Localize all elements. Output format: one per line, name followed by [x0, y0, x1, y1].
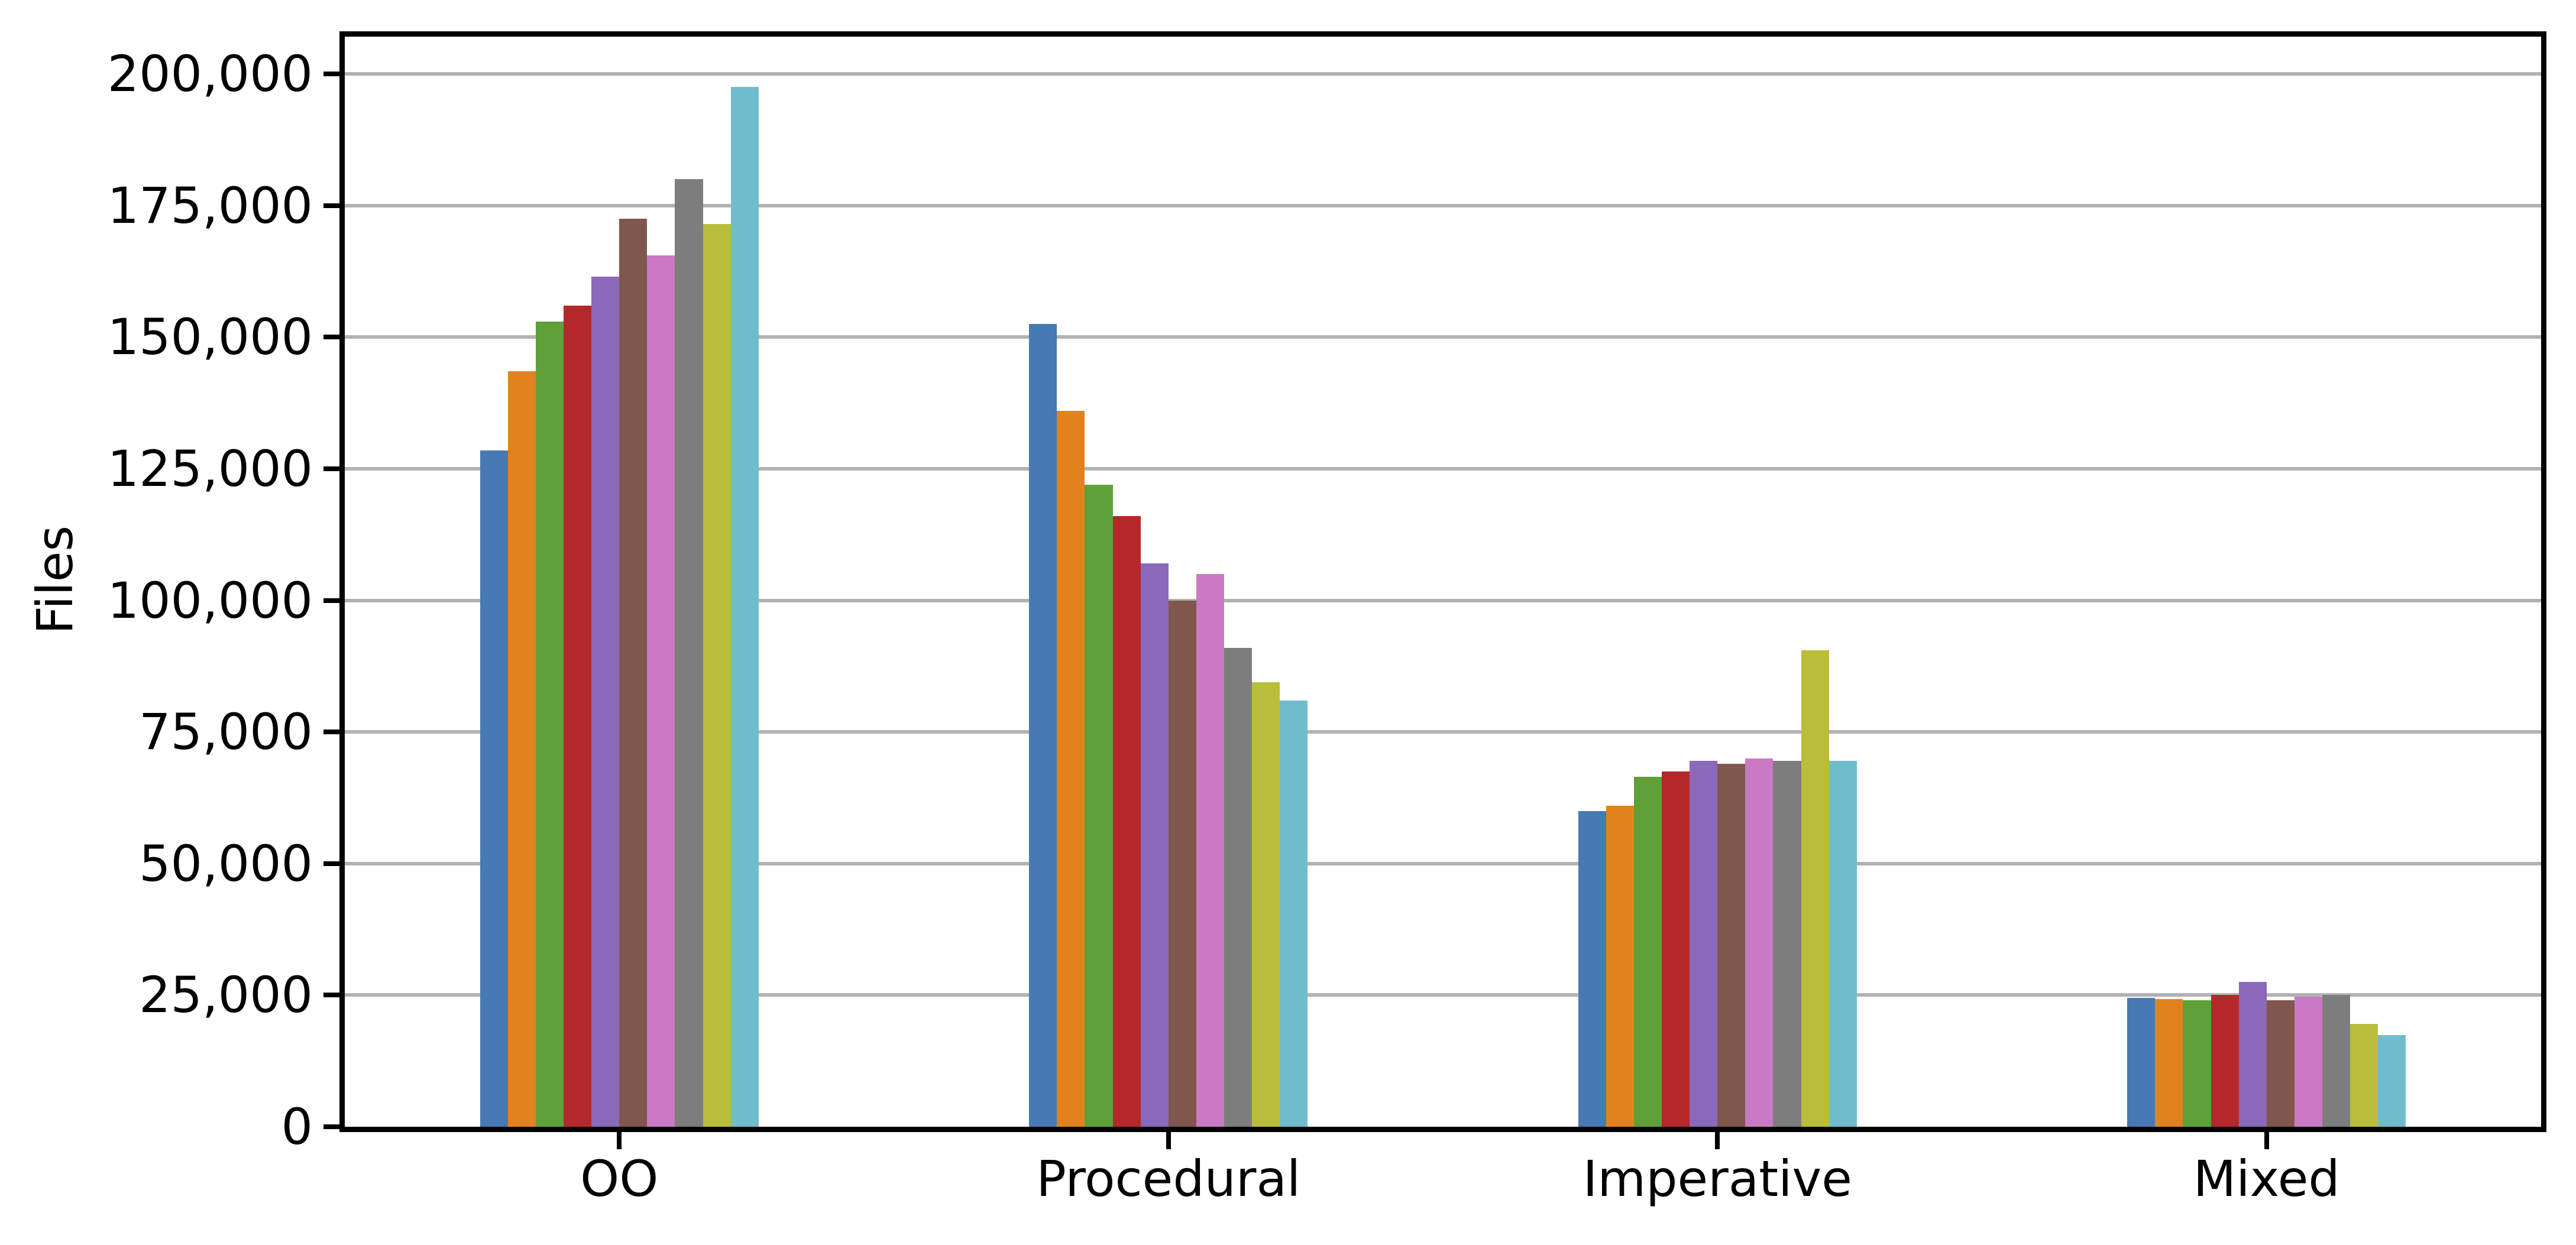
y-tick-label: 125,000: [107, 439, 313, 498]
bar: [564, 305, 592, 1127]
y-tick-mark: [323, 598, 339, 603]
bar: [1633, 776, 1662, 1127]
bar: [703, 223, 731, 1127]
bar: [1196, 573, 1224, 1127]
y-tick-label: 100,000: [107, 571, 313, 630]
gridline: [345, 598, 2541, 602]
bar: [1168, 600, 1196, 1127]
bar: [1280, 700, 1308, 1127]
gridline: [345, 203, 2541, 208]
bar: [2294, 997, 2322, 1127]
x-tick-mark: [1715, 1132, 1720, 1149]
plot-frame: [339, 31, 2546, 1132]
bar: [1773, 761, 1801, 1127]
y-tick-mark: [323, 861, 339, 866]
bar: [2322, 995, 2351, 1127]
x-tick-mark: [617, 1132, 622, 1149]
y-tick-label: 0: [281, 1098, 313, 1156]
bar: [1606, 805, 1634, 1127]
bar: [2211, 995, 2239, 1127]
bar: [2266, 1000, 2295, 1127]
bar: [619, 218, 648, 1127]
bar: [1029, 323, 1057, 1127]
gridline: [345, 993, 2541, 997]
bar: [730, 87, 759, 1127]
y-tick-mark: [323, 335, 339, 340]
gridline: [345, 466, 2541, 471]
x-tick-mark: [1166, 1132, 1171, 1149]
bar: [647, 255, 675, 1127]
bar: [1578, 810, 1606, 1127]
bar: [1829, 761, 1857, 1127]
bar: [535, 321, 564, 1127]
bar: [2155, 998, 2183, 1127]
x-tick-label: Imperative: [1583, 1150, 1852, 1208]
bar: [1224, 647, 1253, 1127]
y-tick-mark: [323, 730, 339, 735]
x-tick-label: Mixed: [2193, 1150, 2340, 1208]
y-tick-mark: [323, 1124, 339, 1129]
bar: [2378, 1035, 2406, 1127]
y-tick-label: 200,000: [107, 45, 313, 103]
gridline: [345, 335, 2541, 339]
bar: [591, 276, 620, 1127]
y-tick-mark: [323, 203, 339, 208]
x-tick-mark: [2264, 1132, 2269, 1149]
bar: [1252, 682, 1280, 1127]
bar: [2127, 997, 2156, 1127]
bar: [1745, 758, 1774, 1127]
bar: [1112, 516, 1141, 1127]
y-tick-label: 25,000: [139, 966, 313, 1024]
bar: [1140, 563, 1169, 1127]
bar: [480, 450, 508, 1127]
y-tick-mark: [323, 466, 339, 471]
gridline: [345, 861, 2541, 865]
bar: [1690, 761, 1718, 1127]
y-tick-mark: [323, 72, 339, 76]
gridline: [345, 730, 2541, 734]
bar: [507, 371, 536, 1127]
y-tick-mark: [323, 993, 339, 998]
x-tick-label: OO: [580, 1150, 659, 1208]
x-tick-label: Procedural: [1036, 1150, 1301, 1208]
bar: [1057, 410, 1085, 1127]
bar: [2350, 1024, 2378, 1127]
y-tick-label: 50,000: [139, 834, 313, 893]
bar: [1662, 771, 1690, 1127]
y-axis-title: Files: [26, 525, 84, 635]
bar: [1801, 650, 1829, 1127]
bar: [2238, 982, 2267, 1127]
gridline: [345, 72, 2541, 76]
y-tick-label: 150,000: [107, 308, 313, 367]
y-tick-label: 75,000: [139, 703, 313, 761]
bar: [1085, 484, 1113, 1127]
bar: [2183, 1000, 2211, 1127]
bar: [675, 179, 703, 1127]
y-tick-label: 175,000: [107, 176, 313, 235]
bar: [1717, 763, 1746, 1127]
